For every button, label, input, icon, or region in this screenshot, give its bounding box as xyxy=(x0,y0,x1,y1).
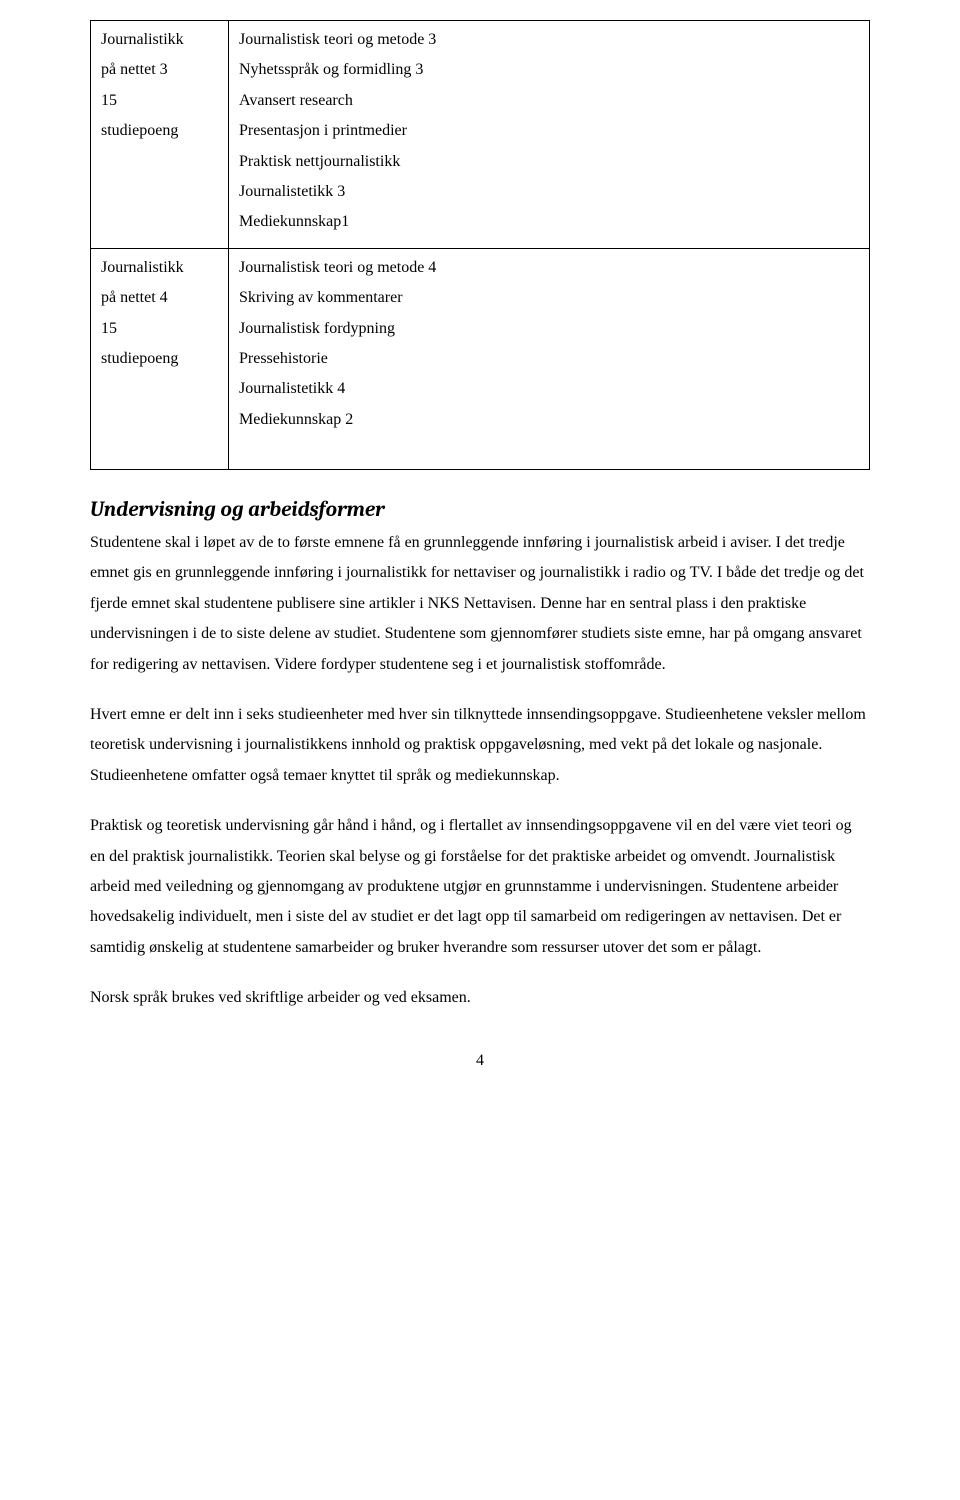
t2-right-4: Journalistetikk 4 xyxy=(239,374,859,404)
paragraph-1: Studentene skal i løpet av de to første … xyxy=(90,528,870,680)
t2-left-2: 15 xyxy=(101,314,218,344)
page-number: 4 xyxy=(90,1052,870,1070)
t2-right-0: Journalistisk teori og metode 4 xyxy=(239,253,859,283)
paragraph-4: Norsk språk brukes ved skriftlige arbeid… xyxy=(90,983,870,1013)
t1-right-6: Mediekunnskap1 xyxy=(239,207,859,237)
t1-right-2: Avansert research xyxy=(239,86,859,116)
table1-left-cell: Journalistikk på nettet 3 15 studiepoeng xyxy=(91,21,229,249)
section-heading: Undervisning og arbeidsformer xyxy=(90,498,870,522)
paragraph-3: Praktisk og teoretisk undervisning går h… xyxy=(90,811,870,963)
table2-left-cell: Journalistikk på nettet 4 15 studiepoeng xyxy=(91,248,229,469)
t2-right-3: Pressehistorie xyxy=(239,344,859,374)
t2-left-3: studiepoeng xyxy=(101,344,218,374)
t1-right-4: Praktisk nettjournalistikk xyxy=(239,147,859,177)
t1-left-2: 15 xyxy=(101,86,218,116)
t2-left-1: på nettet 4 xyxy=(101,283,218,313)
t2-right-spacer xyxy=(239,435,859,459)
course-table-1: Journalistikk på nettet 3 15 studiepoeng… xyxy=(90,20,870,470)
t2-right-1: Skriving av kommentarer xyxy=(239,283,859,313)
t1-right-5: Journalistetikk 3 xyxy=(239,177,859,207)
table2-right-cell: Journalistisk teori og metode 4 Skriving… xyxy=(229,248,870,469)
t2-right-2: Journalistisk fordypning xyxy=(239,314,859,344)
t1-right-0: Journalistisk teori og metode 3 xyxy=(239,25,859,55)
t1-right-1: Nyhetsspråk og formidling 3 xyxy=(239,55,859,85)
t1-left-1: på nettet 3 xyxy=(101,55,218,85)
paragraph-2: Hvert emne er delt inn i seks studieenhe… xyxy=(90,700,870,791)
t1-left-0: Journalistikk xyxy=(101,25,218,55)
t1-left-3: studiepoeng xyxy=(101,116,218,146)
t2-left-0: Journalistikk xyxy=(101,253,218,283)
t2-right-5: Mediekunnskap 2 xyxy=(239,405,859,435)
table1-right-cell: Journalistisk teori og metode 3 Nyhetssp… xyxy=(229,21,870,249)
t1-right-3: Presentasjon i printmedier xyxy=(239,116,859,146)
